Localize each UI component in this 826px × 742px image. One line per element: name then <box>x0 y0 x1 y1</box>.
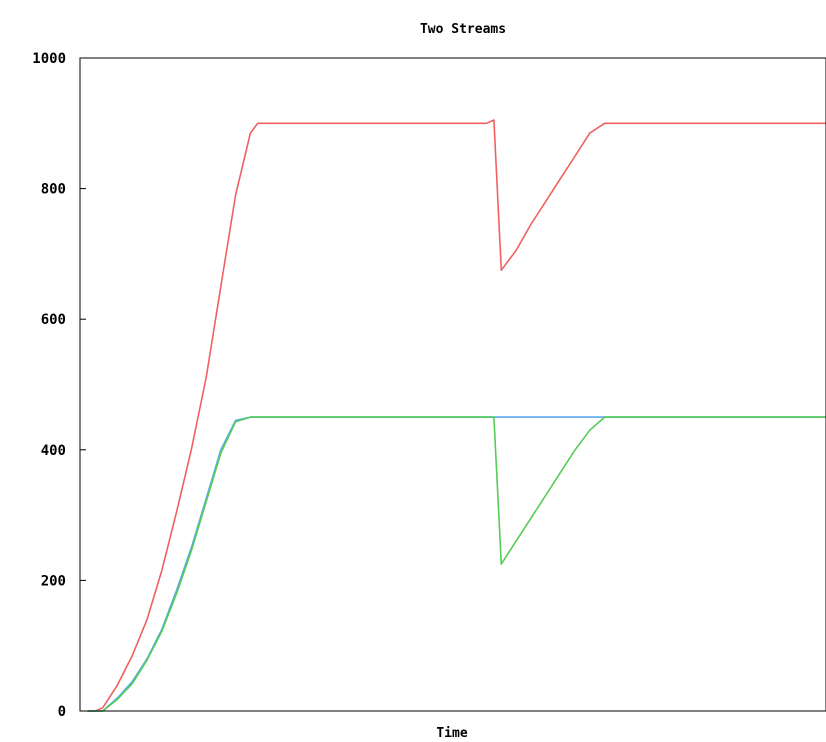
y-tick-label: 800 <box>41 182 66 198</box>
x-axis-label: Time <box>436 726 467 741</box>
plot-frame <box>79 57 826 712</box>
y-axis-ticks: 0 200 400 600 800 1000 <box>32 51 86 720</box>
chart-title: Two Streams <box>420 22 506 37</box>
y-tick-label: 200 <box>41 573 66 589</box>
series-line-3 <box>87 416 826 712</box>
series-line-2 <box>87 416 826 712</box>
y-tick-label: 600 <box>41 312 66 328</box>
series-line-1 <box>87 119 826 712</box>
y-tick-label: 1000 <box>32 51 66 67</box>
series-layer <box>87 119 826 712</box>
y-tick-label: 400 <box>41 443 66 459</box>
y-tick-label: 0 <box>58 704 66 720</box>
